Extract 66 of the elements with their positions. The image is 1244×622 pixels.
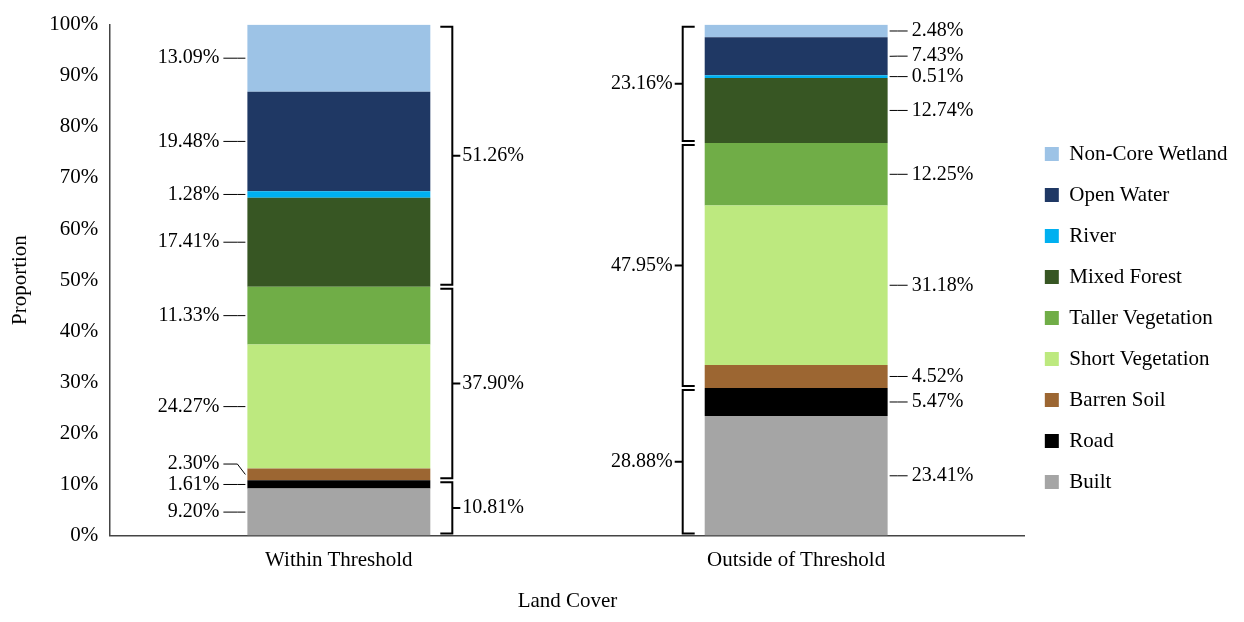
legend-label: Short Vegetation [1069, 345, 1210, 370]
y-tick-label: 60% [59, 215, 99, 240]
bar [247, 480, 431, 489]
legend-label: River [1069, 222, 1116, 247]
bar [704, 77, 888, 143]
data-label: 11.33% [158, 302, 220, 325]
x-tick-label: Within Threshold [265, 546, 414, 571]
annotation: 23.16% [611, 71, 673, 94]
bar [247, 344, 431, 469]
y-tick-label: 50% [59, 266, 99, 291]
legend-label: Road [1069, 427, 1115, 452]
annotation: 51.26% [462, 142, 524, 165]
data-label: 5.47% [911, 389, 964, 412]
bar [704, 388, 888, 416]
bar [247, 286, 431, 345]
y-tick-label: 80% [59, 113, 99, 138]
y-tick-label: 0% [70, 522, 99, 547]
data-label: 12.25% [911, 161, 974, 184]
bar [704, 143, 888, 206]
bar [247, 91, 431, 192]
annotation: 47.95% [611, 252, 673, 275]
data-label: 31.18% [911, 272, 974, 295]
data-label: 19.48% [157, 128, 220, 151]
bar [704, 37, 888, 76]
bar [247, 468, 431, 481]
y-axis-title: Proportion [7, 234, 32, 326]
x-axis-title: Land Cover [517, 587, 618, 612]
data-label: 9.20% [167, 499, 220, 522]
data-label: 0.51% [911, 63, 964, 86]
y-tick-label: 90% [59, 62, 99, 87]
bar [247, 191, 431, 198]
data-label: 1.61% [167, 471, 220, 494]
data-label: 17.41% [157, 229, 220, 252]
data-label: 1.28% [167, 181, 220, 204]
data-label: 13.09% [157, 45, 220, 68]
bar [247, 488, 431, 536]
bar [704, 205, 888, 365]
annotation: 10.81% [462, 495, 524, 518]
data-label: 2.48% [911, 18, 964, 41]
data-label: 23.41% [911, 463, 974, 486]
annotation: 37.90% [462, 370, 524, 393]
data-label: 2.30% [167, 451, 220, 474]
y-tick-label: 100% [49, 11, 99, 36]
legend-label: Barren Soil [1069, 386, 1166, 411]
data-label: 12.74% [911, 97, 974, 120]
bar [247, 197, 431, 287]
annotation: 28.88% [611, 449, 673, 472]
bar [704, 24, 888, 38]
y-tick-label: 30% [59, 368, 99, 393]
legend-label: Non-Core Wetland [1069, 140, 1229, 165]
data-label: 7.43% [911, 43, 964, 66]
data-label: 4.52% [911, 363, 964, 386]
y-tick-label: 70% [59, 164, 99, 189]
legend-label: Taller Vegetation [1069, 304, 1214, 329]
x-tick-label: Outside of Threshold [707, 546, 886, 571]
bar [704, 415, 888, 536]
y-tick-label: 10% [59, 471, 99, 496]
y-tick-label: 40% [59, 317, 99, 342]
legend-label: Open Water [1069, 181, 1170, 206]
bar [704, 75, 888, 78]
y-tick-label: 20% [59, 419, 99, 444]
data-label: 24.27% [157, 393, 220, 416]
legend-label: Built [1069, 468, 1112, 493]
legend-label: Mixed Forest [1069, 263, 1183, 288]
bar [704, 364, 888, 389]
bar [247, 24, 431, 92]
